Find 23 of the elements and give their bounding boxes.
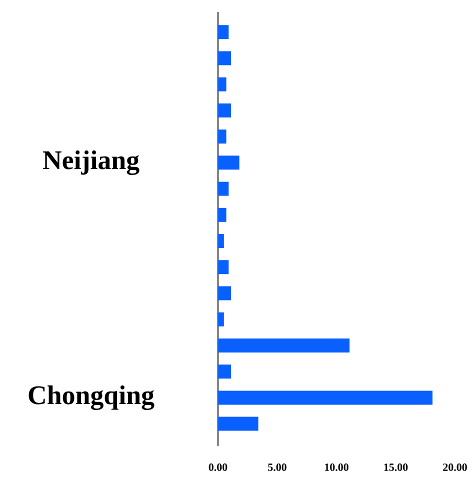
bar [218,182,229,196]
bar [218,77,226,92]
bar [218,338,350,352]
bar [218,103,232,118]
y-tick-label: Chongqing [28,385,154,410]
bar [218,208,226,222]
bar [218,312,224,326]
bar [218,260,229,274]
bar [218,286,232,300]
x-tick-label: 20.00 [443,464,467,471]
bar [218,234,224,248]
y-tick-label: Neijiang [42,150,140,175]
x-tick-label: 15.00 [384,464,408,471]
bar [218,51,232,66]
bar [218,364,232,379]
x-tick-label: 5.00 [268,464,286,471]
bar [218,390,432,405]
bar [218,156,240,170]
bar [218,25,229,40]
bar [218,416,258,431]
bar [218,130,226,144]
x-tick-label: 0.00 [208,464,228,471]
x-tick-label: 10.00 [325,464,348,471]
